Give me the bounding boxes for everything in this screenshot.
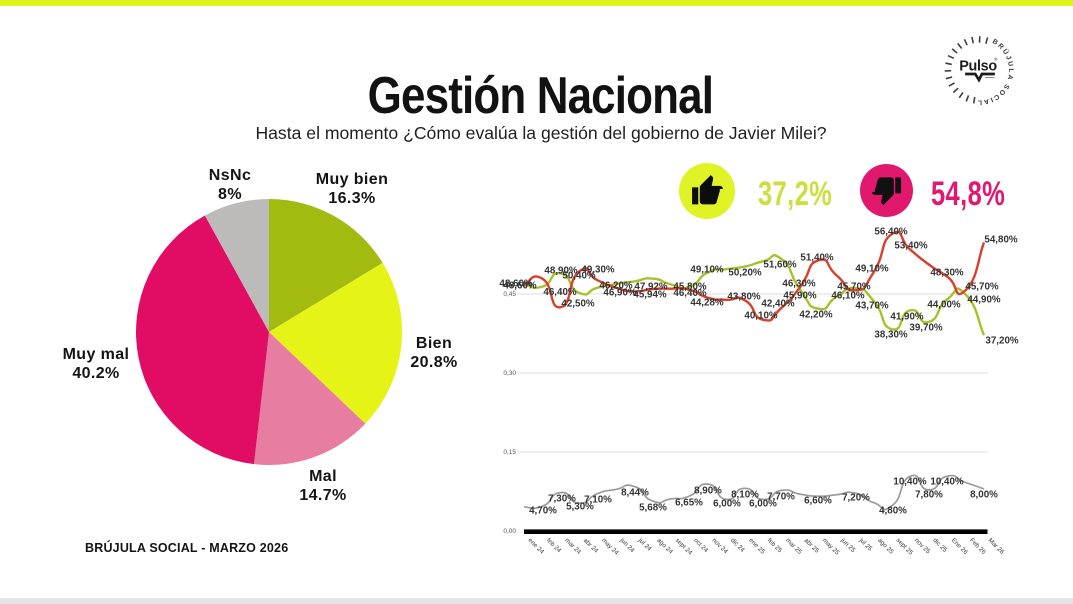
svg-text:dic 25: dic 25 [931,537,948,554]
svg-text:may 24: may 24 [600,537,620,557]
svg-text:sept 25: sept 25 [895,537,915,557]
svg-text:39,70%: 39,70% [909,322,943,333]
svg-text:56,40%: 56,40% [874,226,908,237]
svg-text:dic 24: dic 24 [729,537,746,554]
svg-text:43,80%: 43,80% [727,291,761,302]
svg-text:7,80%: 7,80% [915,489,943,500]
svg-text:abr 25: abr 25 [803,537,821,555]
svg-text:6,65%: 6,65% [675,497,703,508]
svg-text:jun 24: jun 24 [618,536,636,554]
svg-text:42,40%: 42,40% [761,298,795,309]
svg-text:44,28%: 44,28% [690,297,724,308]
svg-text:8,10%: 8,10% [731,489,759,500]
svg-text:jun 25: jun 25 [839,536,857,554]
svg-text:45,70%: 45,70% [837,281,871,292]
svg-text:38,30%: 38,30% [874,329,908,340]
svg-text:may 25: may 25 [821,537,841,557]
svg-text:6,00%: 6,00% [713,498,741,509]
svg-text:47,92%: 47,92% [634,281,668,292]
svg-text:7,30%: 7,30% [548,493,576,504]
svg-text:45,80%: 45,80% [673,281,707,292]
svg-text:46,20%: 46,20% [599,280,633,291]
svg-text:Pulso: Pulso [959,58,997,74]
svg-text:Ene 26: Ene 26 [950,537,969,556]
svg-text:40,10%: 40,10% [744,310,778,321]
svg-text:ago 24: ago 24 [655,537,674,556]
svg-text:4,70%: 4,70% [529,505,557,516]
svg-text:Feb 26: Feb 26 [968,537,987,556]
svg-text:37,20%: 37,20% [985,335,1019,346]
svg-text:44,90%: 44,90% [967,294,1001,305]
svg-text:44,00%: 44,00% [927,299,961,310]
svg-text:7,10%: 7,10% [584,494,612,505]
svg-text:8,90%: 8,90% [694,485,722,496]
svg-text:51,60%: 51,60% [763,259,797,270]
svg-text:41,90%: 41,90% [890,311,924,322]
svg-text:ene 24: ene 24 [527,537,546,556]
svg-text:5,68%: 5,68% [639,502,667,513]
svg-text:0,45: 0,45 [503,291,516,298]
svg-text:ago 25: ago 25 [876,537,895,556]
svg-text:45,94%: 45,94% [633,289,667,300]
svg-text:nov 25: nov 25 [913,537,932,556]
svg-text:42,50%: 42,50% [561,298,595,309]
svg-text:0,00: 0,00 [503,528,516,535]
svg-text:jul 25: jul 25 [857,536,874,553]
svg-text:46,40%: 46,40% [543,287,577,298]
svg-text:42,20%: 42,20% [799,309,833,320]
svg-text:49,10%: 49,10% [690,264,724,275]
svg-text:49,30%: 49,30% [581,264,615,275]
svg-text:mar 24: mar 24 [563,537,582,556]
svg-text:51,40%: 51,40% [800,252,834,263]
svg-text:oct 24: oct 24 [692,537,709,554]
svg-text:0,15: 0,15 [503,449,516,456]
svg-text:abr 24: abr 24 [582,537,600,555]
svg-text:43,70%: 43,70% [855,300,889,311]
svg-text:7,20%: 7,20% [842,492,870,503]
svg-text:4,80%: 4,80% [879,505,907,516]
svg-text:8,00%: 8,00% [970,489,998,500]
svg-text:45,90%: 45,90% [783,290,817,301]
svg-text:46,30%: 46,30% [782,278,816,289]
svg-text:50,40%: 50,40% [562,270,596,281]
svg-text:48,30%: 48,30% [930,267,964,278]
svg-text:feb 25: feb 25 [766,537,784,555]
svg-text:5,30%: 5,30% [566,501,594,512]
svg-text:50,20%: 50,20% [728,267,762,278]
svg-text:mar 25: mar 25 [784,537,803,556]
svg-text:10,40%: 10,40% [930,476,964,487]
svg-text:6,60%: 6,60% [804,495,832,506]
svg-text:nov 24: nov 24 [711,537,730,556]
svg-text:46,90%: 46,90% [603,287,637,298]
svg-text:6,00%: 6,00% [749,498,777,509]
svg-text:46,40%: 46,40% [673,288,707,299]
svg-text:ene 25: ene 25 [747,537,766,556]
svg-text:48,60%: 48,60% [499,278,533,289]
svg-text:sept 24: sept 24 [674,537,694,557]
svg-text:8,44%: 8,44% [621,487,649,498]
svg-text:49,10%: 49,10% [855,263,889,274]
svg-text:Mar 26: Mar 26 [987,537,1006,556]
svg-text:46,10%: 46,10% [831,290,865,301]
svg-text:10,40%: 10,40% [893,476,927,487]
svg-text:®: ® [994,57,997,62]
svg-text:jul 24: jul 24 [636,536,653,553]
svg-text:0,30: 0,30 [503,370,516,377]
svg-text:7,70%: 7,70% [767,491,795,502]
svg-text:54,80%: 54,80% [984,234,1018,245]
svg-text:48,60%: 48,60% [503,280,537,291]
svg-text:feb 24: feb 24 [545,537,563,555]
svg-text:48,90%: 48,90% [544,265,578,276]
svg-text:45,70%: 45,70% [965,281,999,292]
svg-text:53,40%: 53,40% [894,240,928,251]
